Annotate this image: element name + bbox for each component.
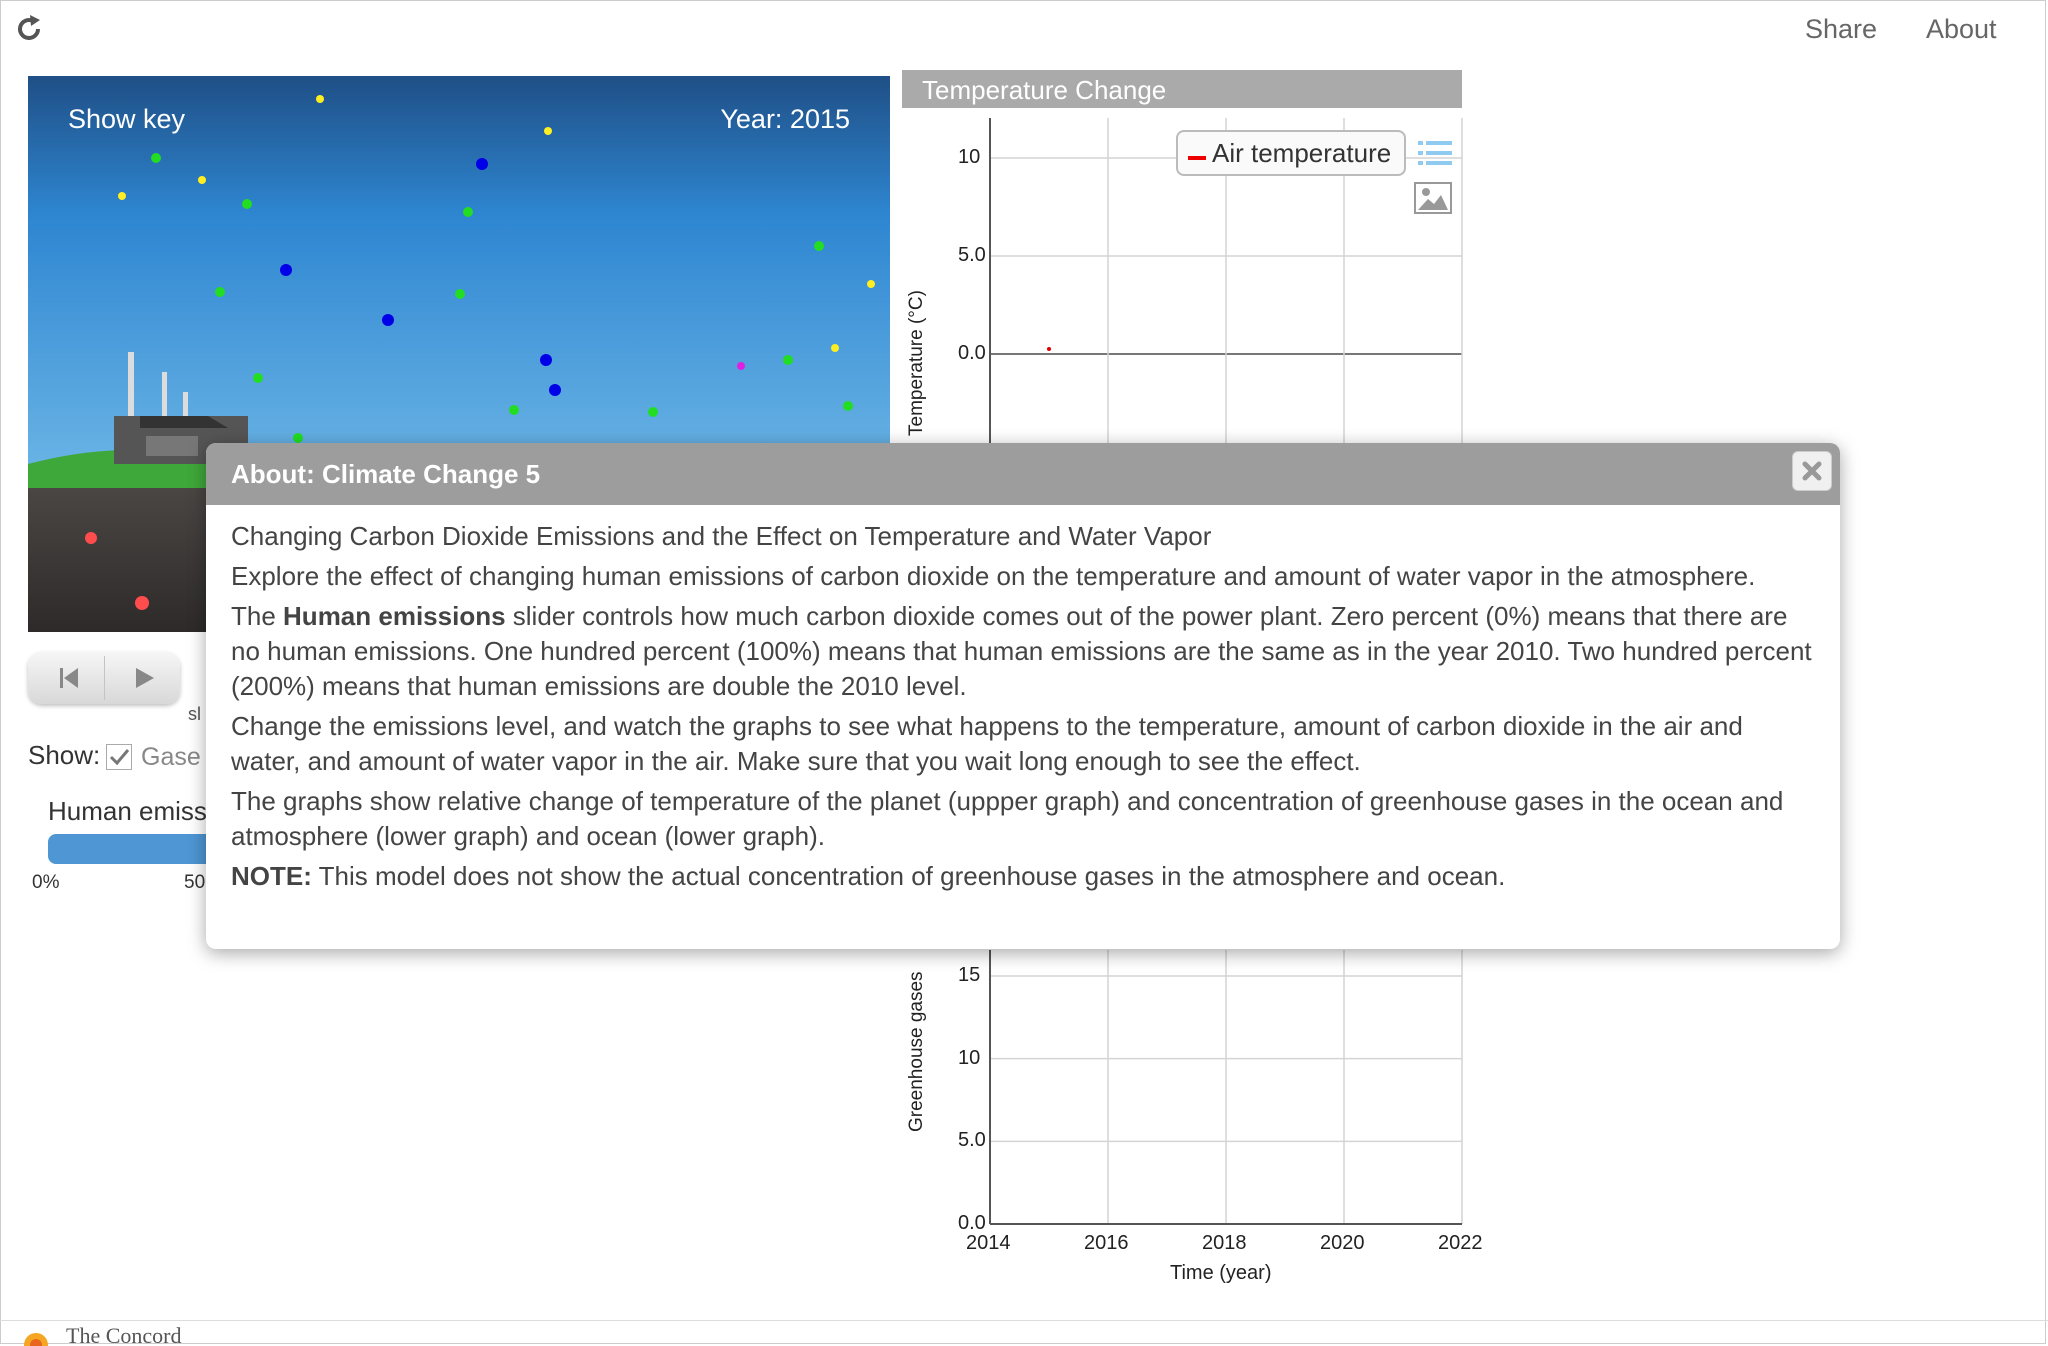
temperature-y-tick: 5.0 [958,244,986,266]
legend-label: Air temperature [1212,138,1392,168]
infrared-photon [737,362,745,370]
about-paragraph-change: Change the emissions level, and watch th… [231,711,1743,776]
legend-swatch [1188,156,1206,160]
speed-slider-label: sl [188,704,201,724]
gases-checkbox-label: Gase [141,743,201,771]
gases-y-tick: 0.0 [958,1212,986,1234]
about-subtitle: Changing Carbon Dioxide Emissions and th… [231,521,1212,551]
x-axis-title: Time (year) [1170,1262,1272,1284]
gases-y-tick: 10 [958,1046,981,1069]
gases-y-tick: 15 [958,964,981,986]
air-temperature-point [1047,347,1051,352]
x-axis-tick: 2016 [1084,1232,1129,1254]
power-plant [114,352,248,464]
share-link[interactable]: Share [1805,14,1878,44]
footer-divider [0,1320,2048,1321]
reload-icon[interactable] [14,14,44,44]
checkmark-icon [109,749,130,766]
about-dialog-body: Changing Carbon Dioxide Emissions and th… [231,519,1819,899]
top-bar: Share About [0,0,2048,60]
sunlight-photons [118,95,875,352]
text-run: This model does not show the actual conc… [311,861,1506,891]
text-run: The [231,601,284,631]
temperature-y-tick: 10 [958,146,981,168]
gases-y-axis-title: Greenhouse gases [906,971,927,1132]
playback-divider [104,656,105,700]
about-paragraph-note: NOTE: This model does not show the actua… [231,859,1819,894]
gases-checkbox[interactable] [106,744,132,770]
about-paragraph-explore: Explore the effect of changing human emi… [231,561,1756,591]
x-axis-tick: 2020 [1320,1232,1365,1254]
text-run: slider controls how much carbon dioxide … [231,601,1812,701]
about-dialog: About: Climate Change 5 Changing Carbon … [206,443,1840,949]
human-emissions-bold: Human emissions [283,601,506,631]
air-temperature-legend[interactable]: Air temperature [1176,130,1406,176]
water-vapor-molecules [151,153,853,443]
about-paragraph-graphs: The graphs show relative change of tempe… [231,786,1784,851]
gases-graph-grid [989,950,1463,1225]
slider-tick-50: 50 [184,872,206,893]
about-paragraph-slider: The Human emissions slider controls how … [231,599,1819,704]
air-temperature-series [1047,347,1051,352]
legend-list-icon[interactable] [1418,140,1452,166]
temperature-graph-title: Temperature Change [922,75,1167,105]
close-icon [1802,461,1822,481]
slider-tick-0: 0% [32,872,60,893]
co2-molecules [280,158,561,396]
playback-controls [28,652,180,704]
play-icon[interactable] [114,660,174,696]
x-axis-tick: 2018 [1202,1232,1247,1254]
about-dialog-header: About: Climate Change 5 [206,443,1840,505]
close-button[interactable] [1792,451,1832,491]
show-key-button[interactable]: Show key [68,104,186,134]
temperature-y-axis-title: Temperature (°C) [906,290,927,436]
concord-logo: The Concord [16,1325,316,1346]
reset-icon[interactable] [40,660,100,696]
human-emissions-label: Human emiss [48,796,207,826]
x-axis-tick: 2014 [966,1232,1011,1254]
x-axis-tick: 2022 [1438,1232,1483,1254]
show-label: Show: [28,740,101,770]
note-bold: NOTE: [231,861,312,891]
about-dialog-title: About: Climate Change 5 [231,459,541,489]
about-link[interactable]: About [1926,14,1997,44]
year-readout: Year: 2015 [720,104,850,134]
concord-logo-text: The Concord [66,1325,182,1346]
snapshot-image-icon[interactable] [1414,182,1452,214]
gases-y-tick: 5.0 [958,1129,986,1152]
temperature-graph-title-bar: Temperature Change [902,70,1462,108]
temperature-y-tick: 0.0 [958,342,986,364]
ground-carbon [85,532,149,610]
concord-logo-icon [24,1333,48,1346]
